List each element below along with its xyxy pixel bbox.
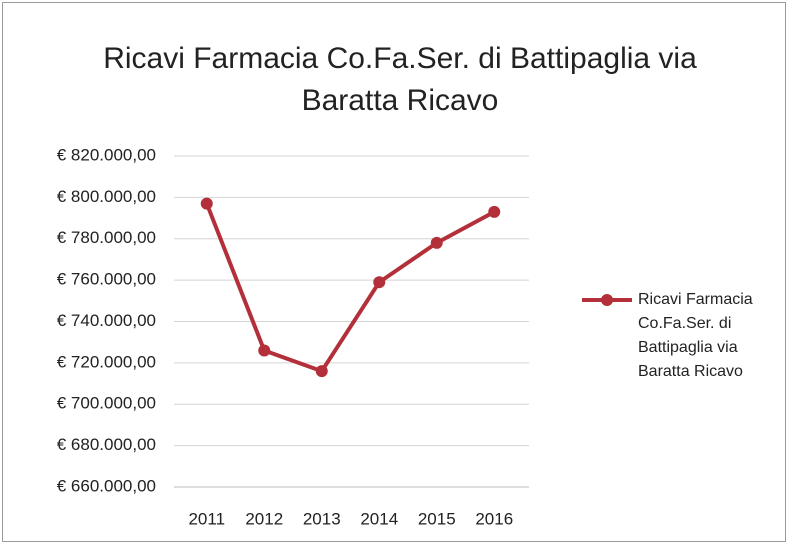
x-tick-label: 2013 (303, 509, 341, 528)
series-line (204, 202, 496, 374)
y-tick-label: € 780.000,00 (57, 228, 156, 247)
y-tick-label: € 760.000,00 (57, 270, 156, 289)
y-tick-label: € 700.000,00 (57, 394, 156, 413)
data-point (430, 236, 443, 249)
data-point (315, 365, 328, 378)
x-tick-label: 2012 (245, 509, 283, 528)
data-point (488, 205, 501, 218)
data-point (200, 197, 213, 210)
y-tick-label: € 680.000,00 (57, 435, 156, 454)
y-tick-label: € 720.000,00 (57, 352, 156, 371)
data-point (258, 344, 271, 357)
legend-marker (601, 294, 613, 306)
y-tick-label: € 820.000,00 (57, 145, 156, 164)
y-tick-label: € 660.000,00 (57, 476, 156, 495)
x-tick-label: 2011 (188, 509, 225, 528)
y-tick-label: € 800.000,00 (57, 187, 156, 206)
x-tick-label: 2014 (360, 509, 398, 528)
x-tick-label: 2015 (418, 509, 456, 528)
chart-title: Ricavi Farmacia Co.Fa.Ser. di Battipagli… (103, 42, 697, 117)
data-point (373, 276, 386, 289)
x-tick-label: 2016 (475, 509, 513, 528)
legend-label: Ricavi Farmacia Co.Fa.Ser. di Battipagli… (638, 291, 753, 380)
y-tick-label: € 740.000,00 (57, 311, 156, 330)
